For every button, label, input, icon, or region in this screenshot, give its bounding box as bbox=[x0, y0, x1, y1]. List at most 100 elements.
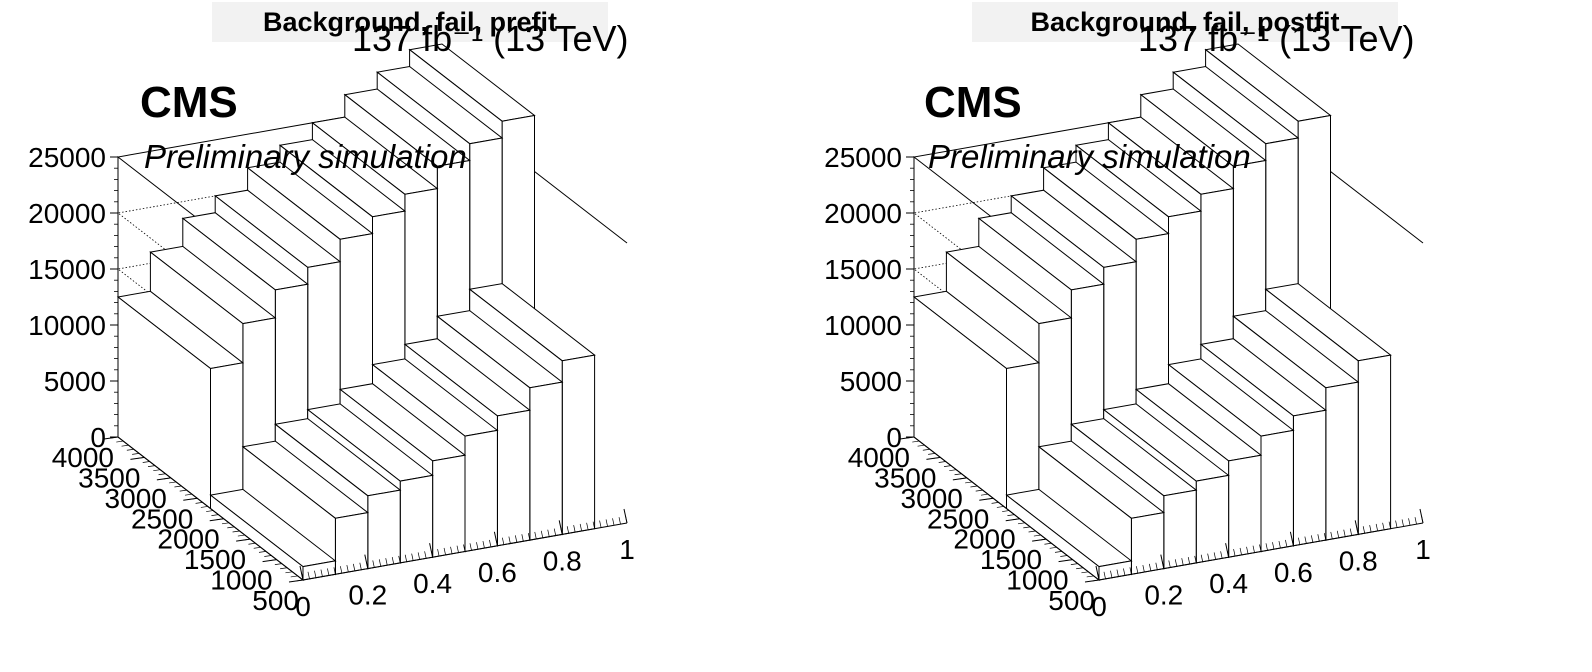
y-minor-tick bbox=[1049, 546, 1057, 549]
chart-panel-prefit: 0 5000 10000 15000 20000 25000 0 0.2 0.4 0.6 0.8 1 5… bbox=[28, 2, 635, 622]
y-minor-tick bbox=[163, 477, 171, 480]
x-minor-tick bbox=[521, 534, 524, 542]
x-tick-label: 0.8 bbox=[1339, 545, 1378, 576]
x-minor-tick bbox=[1278, 541, 1281, 549]
x-minor-tick bbox=[456, 545, 459, 553]
x-minor-tick bbox=[1362, 526, 1366, 534]
x-tick-label: 1 bbox=[1415, 534, 1431, 565]
y-tick-label: 3500 bbox=[874, 462, 936, 493]
y-minor-tick bbox=[132, 452, 140, 455]
x-minor-tick bbox=[1421, 515, 1424, 524]
y-tick-label: 2500 bbox=[927, 503, 989, 534]
x-minor-tick bbox=[1323, 533, 1327, 541]
y-minor-tick bbox=[954, 473, 962, 476]
y-minor-tick bbox=[179, 489, 187, 492]
x-minor-tick bbox=[1097, 572, 1100, 581]
x-minor-tick bbox=[411, 553, 414, 561]
y-minor-tick bbox=[933, 457, 941, 459]
x-minor-tick bbox=[307, 571, 310, 579]
x-minor-tick bbox=[1194, 555, 1197, 563]
y-minor-tick bbox=[1002, 510, 1010, 512]
x-minor-tick bbox=[1200, 554, 1204, 562]
x-minor-tick bbox=[1136, 566, 1139, 574]
x-minor-tick bbox=[502, 537, 505, 545]
x-minor-tick bbox=[1356, 527, 1359, 535]
x-minor-tick bbox=[404, 554, 408, 562]
y-minor-tick bbox=[1017, 522, 1026, 525]
x-minor-tick bbox=[489, 539, 492, 548]
x-minor-tick bbox=[1129, 567, 1132, 575]
x-minor-tick bbox=[1116, 569, 1119, 577]
front-row-bar bbox=[209, 488, 337, 582]
back-row-bar bbox=[912, 290, 1041, 510]
y-minor-tick bbox=[211, 514, 219, 516]
y-minor-tick bbox=[975, 489, 983, 492]
y-minor-tick bbox=[243, 538, 251, 541]
x-tick-label: 0 bbox=[1091, 591, 1107, 622]
z-tick-label: 0 bbox=[886, 422, 902, 453]
y-minor-tick bbox=[1033, 534, 1041, 537]
x-minor-tick bbox=[391, 556, 395, 565]
x-minor-tick bbox=[1369, 525, 1372, 533]
x-minor-tick bbox=[378, 559, 382, 567]
x-minor-tick bbox=[514, 535, 518, 543]
x-minor-tick bbox=[314, 570, 317, 578]
y-minor-tick bbox=[200, 506, 208, 508]
x-minor-tick bbox=[1181, 558, 1184, 566]
y-minor-tick bbox=[158, 473, 166, 476]
y-minor-tick bbox=[1054, 551, 1063, 553]
x-tick-label: 0.8 bbox=[543, 545, 582, 576]
x-minor-tick bbox=[1259, 544, 1262, 552]
x-tick-label: 0.6 bbox=[1274, 557, 1313, 588]
z-tick-label: 25000 bbox=[824, 142, 902, 173]
x-minor-tick bbox=[340, 566, 343, 574]
x-minor-tick bbox=[1142, 564, 1145, 573]
x-minor-tick bbox=[1155, 562, 1158, 570]
y-minor-tick bbox=[285, 571, 293, 574]
x-minor-tick bbox=[365, 561, 369, 569]
x-minor-tick bbox=[443, 547, 446, 555]
y-minor-tick bbox=[1076, 567, 1084, 570]
x-minor-tick bbox=[346, 564, 349, 573]
x-minor-tick bbox=[1207, 553, 1210, 561]
x-minor-tick bbox=[612, 518, 615, 526]
y-minor-tick bbox=[126, 448, 134, 451]
z-tick-label: 5000 bbox=[44, 366, 106, 397]
z-tick-label: 5000 bbox=[840, 366, 902, 397]
z-tick-label: 15000 bbox=[28, 254, 106, 285]
y-minor-tick bbox=[221, 522, 230, 525]
x-minor-tick bbox=[1395, 520, 1398, 528]
cms-label: CMS bbox=[924, 78, 1022, 127]
x-tick-label: 0.2 bbox=[1144, 580, 1183, 611]
y-minor-tick bbox=[237, 534, 245, 537]
x-minor-tick bbox=[327, 568, 330, 576]
x-minor-tick bbox=[1233, 548, 1236, 557]
x-minor-tick bbox=[508, 536, 511, 544]
y-minor-tick bbox=[216, 518, 224, 521]
x-minor-tick bbox=[1291, 538, 1294, 546]
cms-label: CMS bbox=[140, 78, 238, 127]
y-minor-tick bbox=[258, 551, 267, 553]
y-minor-tick bbox=[991, 502, 999, 504]
z-tick-label: 10000 bbox=[824, 310, 902, 341]
y-minor-tick bbox=[1028, 530, 1036, 533]
x-minor-tick bbox=[320, 569, 323, 577]
y-tick-label: 1500 bbox=[184, 544, 246, 575]
y-minor-tick bbox=[949, 469, 957, 472]
x-minor-tick bbox=[1226, 550, 1229, 558]
x-minor-tick bbox=[398, 555, 401, 563]
x-minor-tick bbox=[1168, 560, 1171, 568]
y-minor-tick bbox=[1091, 579, 1100, 582]
x-minor-tick bbox=[417, 552, 420, 560]
z-tick-label: 20000 bbox=[824, 198, 902, 229]
lumi-label: 137 fb⁻¹ (13 TeV) bbox=[1138, 18, 1415, 59]
x-minor-tick bbox=[1246, 546, 1249, 554]
chart-panel-postfit: 0 5000 10000 15000 20000 25000 0 0.2 0.4 0.6 0.8 1 5… bbox=[796, 0, 1592, 672]
chart-title: Background, fail, prefit bbox=[212, 2, 608, 42]
y-minor-tick bbox=[227, 526, 235, 529]
x-minor-tick bbox=[547, 529, 550, 537]
x-minor-tick bbox=[579, 523, 582, 532]
y-minor-tick bbox=[922, 448, 930, 451]
y-tick-label: 4000 bbox=[52, 442, 114, 473]
